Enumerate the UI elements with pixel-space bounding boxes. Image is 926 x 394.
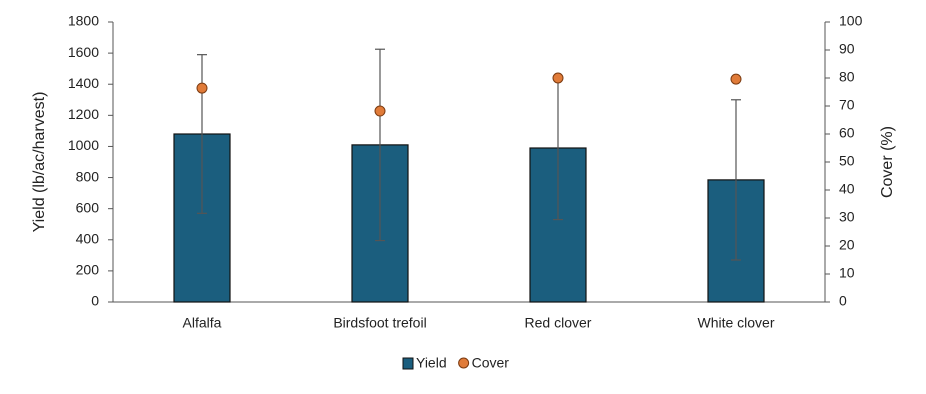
y-tick-label: 1800: [68, 13, 99, 29]
y-tick-label: 1400: [68, 75, 99, 91]
y-tick-label: 0: [91, 293, 99, 309]
legend-swatch: [402, 357, 414, 370]
legend-swatch: [458, 357, 470, 369]
point: [552, 72, 564, 84]
point: [374, 105, 386, 117]
y-axis-label: Yield (lb/ac/harvest): [31, 92, 48, 233]
x-tick-label: White clover: [697, 315, 774, 331]
y2-tick-label: 80: [839, 69, 855, 85]
x-tick-label: Red clover: [525, 315, 592, 331]
point: [196, 82, 208, 94]
y2-tick-label: 70: [839, 97, 855, 113]
point: [730, 73, 742, 85]
y2-tick-label: 50: [839, 153, 855, 169]
y2-tick-label: 60: [839, 125, 855, 141]
y-tick-label: 1000: [68, 137, 99, 153]
y-tick-label: 600: [76, 199, 100, 215]
y-tick-label: 400: [76, 230, 100, 246]
x-tick-label: Alfalfa: [183, 315, 222, 331]
x-tick-label: Birdsfoot trefoil: [333, 315, 426, 331]
y2-tick-label: 10: [839, 265, 855, 281]
y2-tick-label: 20: [839, 237, 855, 253]
y-tick-label: 200: [76, 262, 100, 278]
y2-tick-label: 0: [839, 293, 847, 309]
y2-tick-label: 90: [839, 41, 855, 57]
y2-tick-label: 30: [839, 209, 855, 225]
y-tick-label: 800: [76, 168, 100, 184]
y-tick-label: 1600: [68, 44, 99, 60]
legend-label: Cover: [472, 355, 510, 371]
legend-label: Yield: [416, 355, 447, 371]
y-tick-label: 1200: [68, 106, 99, 122]
y2-axis-label: Cover (%): [879, 126, 896, 198]
y2-tick-label: 40: [839, 181, 855, 197]
y2-tick-label: 100: [839, 13, 863, 29]
